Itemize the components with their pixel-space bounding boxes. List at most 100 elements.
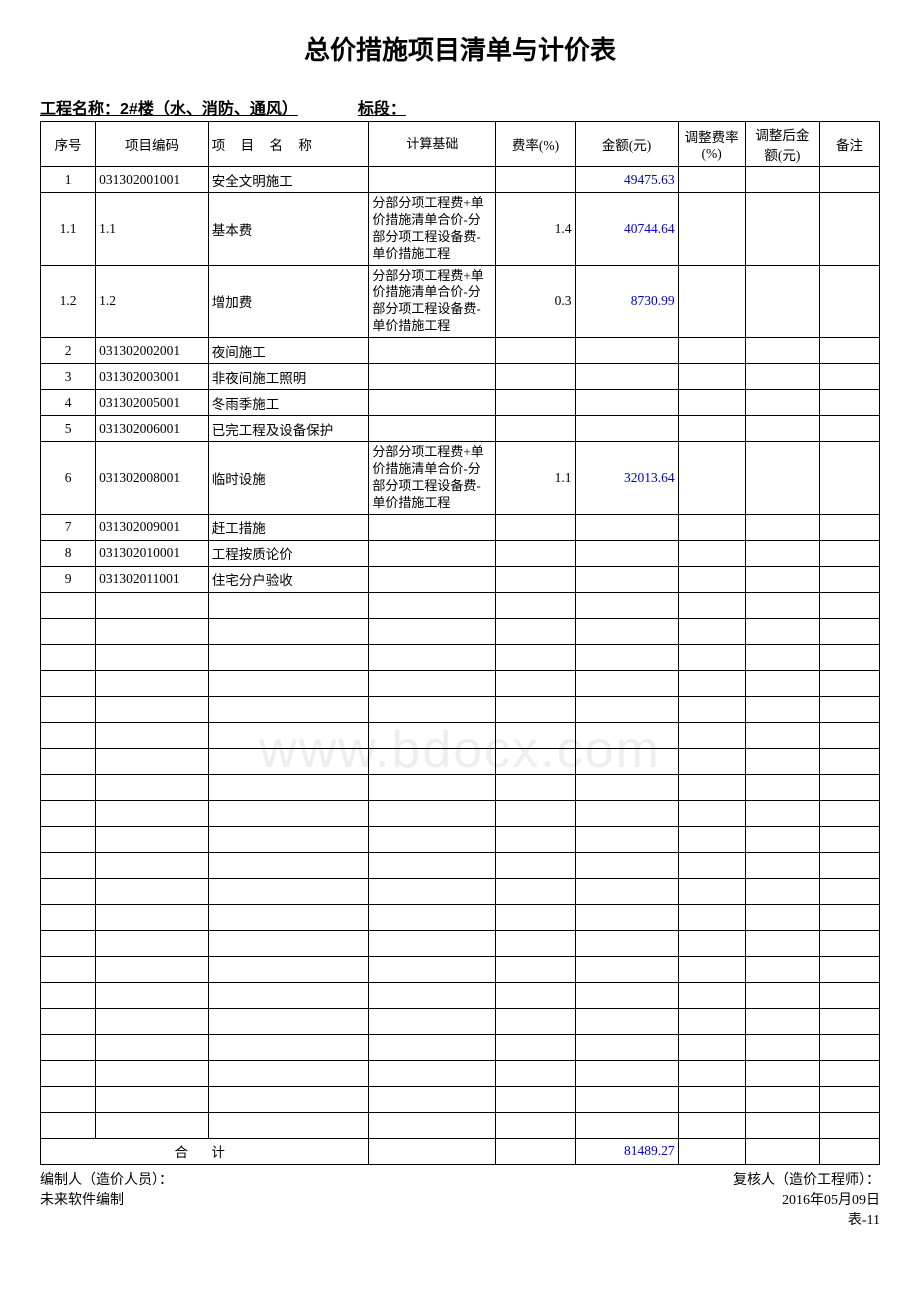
table-cell	[819, 930, 879, 956]
table-cell	[575, 1086, 678, 1112]
table-cell	[496, 982, 575, 1008]
table-cell	[369, 826, 496, 852]
table-cell	[678, 514, 745, 540]
table-cell	[678, 1086, 745, 1112]
footer-date: 2016年05月09日	[782, 1189, 880, 1209]
table-cell	[96, 904, 209, 930]
table-cell	[369, 670, 496, 696]
table-cell	[496, 748, 575, 774]
table-cell	[745, 852, 819, 878]
table-cell	[369, 748, 496, 774]
table-cell	[369, 774, 496, 800]
table-row-empty	[41, 1086, 880, 1112]
table-cell	[369, 566, 496, 592]
table-cell	[575, 826, 678, 852]
table-cell	[575, 618, 678, 644]
table-cell: 赶工措施	[208, 514, 369, 540]
table-cell	[369, 722, 496, 748]
table-cell	[745, 722, 819, 748]
table-cell	[369, 878, 496, 904]
table-body: 1031302001001安全文明施工49475.631.11.1基本费分部分项…	[41, 167, 880, 1165]
table-cell	[678, 904, 745, 930]
table-cell	[575, 364, 678, 390]
table-cell: 分部分项工程费+单价措施清单合价-分部分项工程设备费-单价措施工程	[369, 442, 496, 515]
table-cell	[745, 1060, 819, 1086]
table-row-empty	[41, 618, 880, 644]
table-cell	[41, 1034, 96, 1060]
table-cell	[575, 514, 678, 540]
table-cell	[496, 878, 575, 904]
table-cell	[819, 167, 879, 193]
table-cell	[819, 748, 879, 774]
table-cell	[678, 1112, 745, 1138]
project-label: 工程名称：	[40, 101, 120, 118]
th-code: 项目编码	[96, 122, 209, 167]
table-cell	[96, 800, 209, 826]
table-cell	[678, 193, 745, 266]
table-row-empty	[41, 956, 880, 982]
table-cell	[208, 852, 369, 878]
table-cell	[745, 748, 819, 774]
project-name: 2#楼（水、消防、通风）	[120, 101, 298, 118]
table-cell	[41, 878, 96, 904]
table-cell	[745, 193, 819, 266]
table-cell	[575, 592, 678, 618]
table-cell	[96, 748, 209, 774]
table-cell: 32013.64	[575, 442, 678, 515]
table-cell	[208, 956, 369, 982]
table-cell: 031302003001	[96, 364, 209, 390]
table-cell: 1.1	[496, 442, 575, 515]
table-cell	[819, 800, 879, 826]
table-cell	[208, 618, 369, 644]
table-cell: 8	[41, 540, 96, 566]
table-cell	[678, 1060, 745, 1086]
table-cell	[575, 748, 678, 774]
table-row-empty	[41, 1112, 880, 1138]
table-cell: 4	[41, 390, 96, 416]
table-cell	[208, 1086, 369, 1112]
th-amount: 金额(元)	[575, 122, 678, 167]
table-row-empty	[41, 748, 880, 774]
table-cell	[41, 852, 96, 878]
table-cell	[496, 364, 575, 390]
table-cell	[678, 1034, 745, 1060]
table-cell	[496, 540, 575, 566]
table-row-empty	[41, 930, 880, 956]
table-cell: 1.1	[96, 193, 209, 266]
table-row: 1.21.2增加费分部分项工程费+单价措施清单合价-分部分项工程设备费-单价措施…	[41, 265, 880, 338]
section-label: 标段：	[358, 101, 406, 118]
table-cell	[208, 1034, 369, 1060]
table-cell	[745, 1086, 819, 1112]
table-cell: 冬雨季施工	[208, 390, 369, 416]
table-row: 2031302002001夜间施工	[41, 338, 880, 364]
table-cell	[819, 1008, 879, 1034]
table-cell	[208, 748, 369, 774]
table-cell	[369, 956, 496, 982]
table-cell	[96, 878, 209, 904]
pricing-table: 序号 项目编码 项 目 名 称 计算基础 费率(%) 金额(元) 调整费率(%)…	[40, 121, 880, 1165]
table-row-empty	[41, 644, 880, 670]
table-cell	[819, 364, 879, 390]
table-cell	[678, 852, 745, 878]
table-cell	[575, 1034, 678, 1060]
table-cell	[745, 416, 819, 442]
table-cell	[678, 442, 745, 515]
table-cell	[41, 1060, 96, 1086]
table-cell	[208, 800, 369, 826]
table-cell	[496, 644, 575, 670]
table-cell	[96, 644, 209, 670]
table-cell	[745, 878, 819, 904]
table-cell	[41, 618, 96, 644]
table-row: 1.11.1基本费分部分项工程费+单价措施清单合价-分部分项工程设备费-单价措施…	[41, 193, 880, 266]
table-cell	[208, 774, 369, 800]
table-cell	[819, 592, 879, 618]
table-cell	[819, 696, 879, 722]
th-basis: 计算基础	[369, 122, 496, 167]
table-cell: 8730.99	[575, 265, 678, 338]
table-cell	[678, 774, 745, 800]
meta-row: 工程名称：2#楼（水、消防、通风） 标段：	[40, 95, 880, 119]
table-cell	[575, 852, 678, 878]
table-cell: 非夜间施工照明	[208, 364, 369, 390]
table-cell: 分部分项工程费+单价措施清单合价-分部分项工程设备费-单价措施工程	[369, 265, 496, 338]
table-cell	[208, 930, 369, 956]
